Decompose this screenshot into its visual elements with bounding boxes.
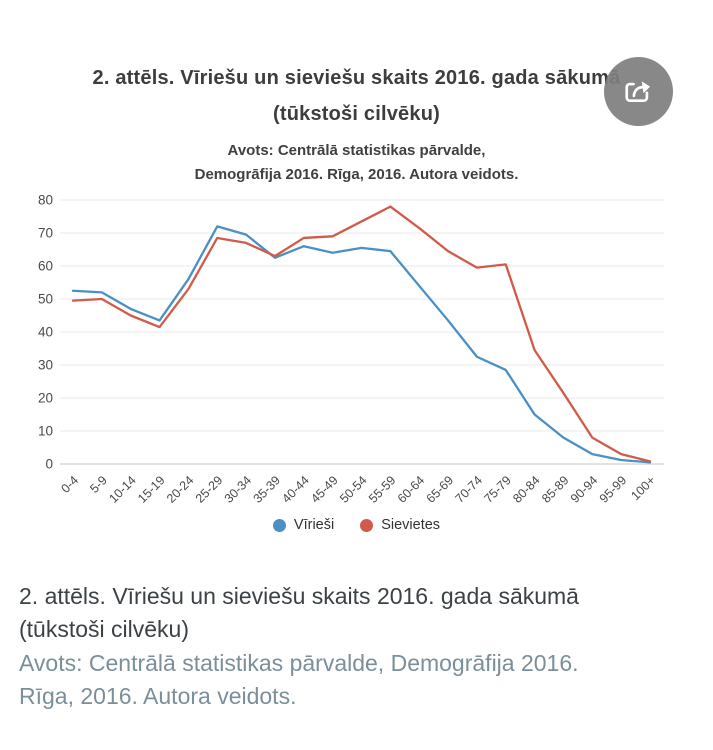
x-axis-tick-100+: 100+ xyxy=(628,473,658,503)
chart-source-subtitle: Avots: Centrālā statistikas pārvalde, De… xyxy=(194,142,519,183)
x-axis-tick-5-9: 5-9 xyxy=(87,473,110,496)
x-axis-tick-75-79: 75-79 xyxy=(481,473,514,506)
x-axis-tick-55-59: 55-59 xyxy=(366,473,399,506)
y-axis-tick-50: 50 xyxy=(38,292,53,307)
line-chart-plot-area[interactable]: 0 10 20 30 40 50 60 70 80 0-4 5-910-1415-1920-2425… xyxy=(0,185,713,520)
caption-source: Avots: Centrālā statistikas pārvalde, De… xyxy=(19,650,579,709)
x-axis-tick-25-29: 25-29 xyxy=(193,473,226,506)
legend-item-sievietes[interactable]: Sievietes xyxy=(360,517,440,533)
x-axis-tick-15-19: 15-19 xyxy=(135,473,168,506)
x-axis-tick-0-4: 0-4 xyxy=(58,473,81,496)
y-axis-tick-20: 20 xyxy=(38,391,53,406)
legend-dot-viriesi xyxy=(272,518,286,532)
legend-label-sievietes: Sievietes xyxy=(381,517,441,533)
x-axis-tick-70-74: 70-74 xyxy=(453,473,486,506)
series-line-vīrieši[interactable] xyxy=(71,225,652,464)
x-axis-tick-85-89: 85-89 xyxy=(539,473,572,506)
y-axis-tick-80: 80 xyxy=(38,193,53,208)
figure-caption: 2. attēls. Vīriešu un sieviešu skaits 20… xyxy=(19,580,679,713)
x-axis-tick-35-39: 35-39 xyxy=(251,473,284,506)
x-axis-tick-10-14: 10-14 xyxy=(106,473,139,506)
y-axis-tick-10: 10 xyxy=(38,424,53,439)
share-button[interactable] xyxy=(604,57,673,126)
legend-label-viriesi: Vīrieši xyxy=(293,517,335,533)
x-axis-tick-80-84: 80-84 xyxy=(510,473,543,506)
chart-legend: Vīrieši Sievietes xyxy=(0,517,713,533)
legend-dot-sievietes xyxy=(360,518,374,532)
caption-title: 2. attēls. Vīriešu un sieviešu skaits 20… xyxy=(19,583,579,642)
x-axis-tick-90-94: 90-94 xyxy=(568,473,601,506)
y-axis-tick-60: 60 xyxy=(38,259,53,274)
share-export-icon xyxy=(620,73,658,111)
legend-item-viriesi[interactable]: Vīrieši xyxy=(272,517,335,533)
x-axis-tick-45-49: 45-49 xyxy=(308,473,341,506)
chart-title: 2. attēls. Vīriešu un sieviešu skaits 20… xyxy=(92,67,621,125)
series-line-sievietes[interactable] xyxy=(71,205,652,463)
y-axis-tick-70: 70 xyxy=(38,226,53,241)
y-axis-tick-0: 0 xyxy=(45,457,53,472)
y-axis-tick-30: 30 xyxy=(38,358,53,373)
x-axis-tick-30-34: 30-34 xyxy=(222,473,255,506)
y-axis-tick-40: 40 xyxy=(38,325,53,340)
x-axis-tick-65-69: 65-69 xyxy=(424,473,457,506)
x-axis-tick-20-24: 20-24 xyxy=(164,473,197,506)
x-axis-tick-50-54: 50-54 xyxy=(337,473,370,506)
x-axis-tick-40-44: 40-44 xyxy=(279,473,312,506)
x-axis-tick-95-99: 95-99 xyxy=(597,473,630,506)
x-axis-tick-60-64: 60-64 xyxy=(395,473,428,506)
